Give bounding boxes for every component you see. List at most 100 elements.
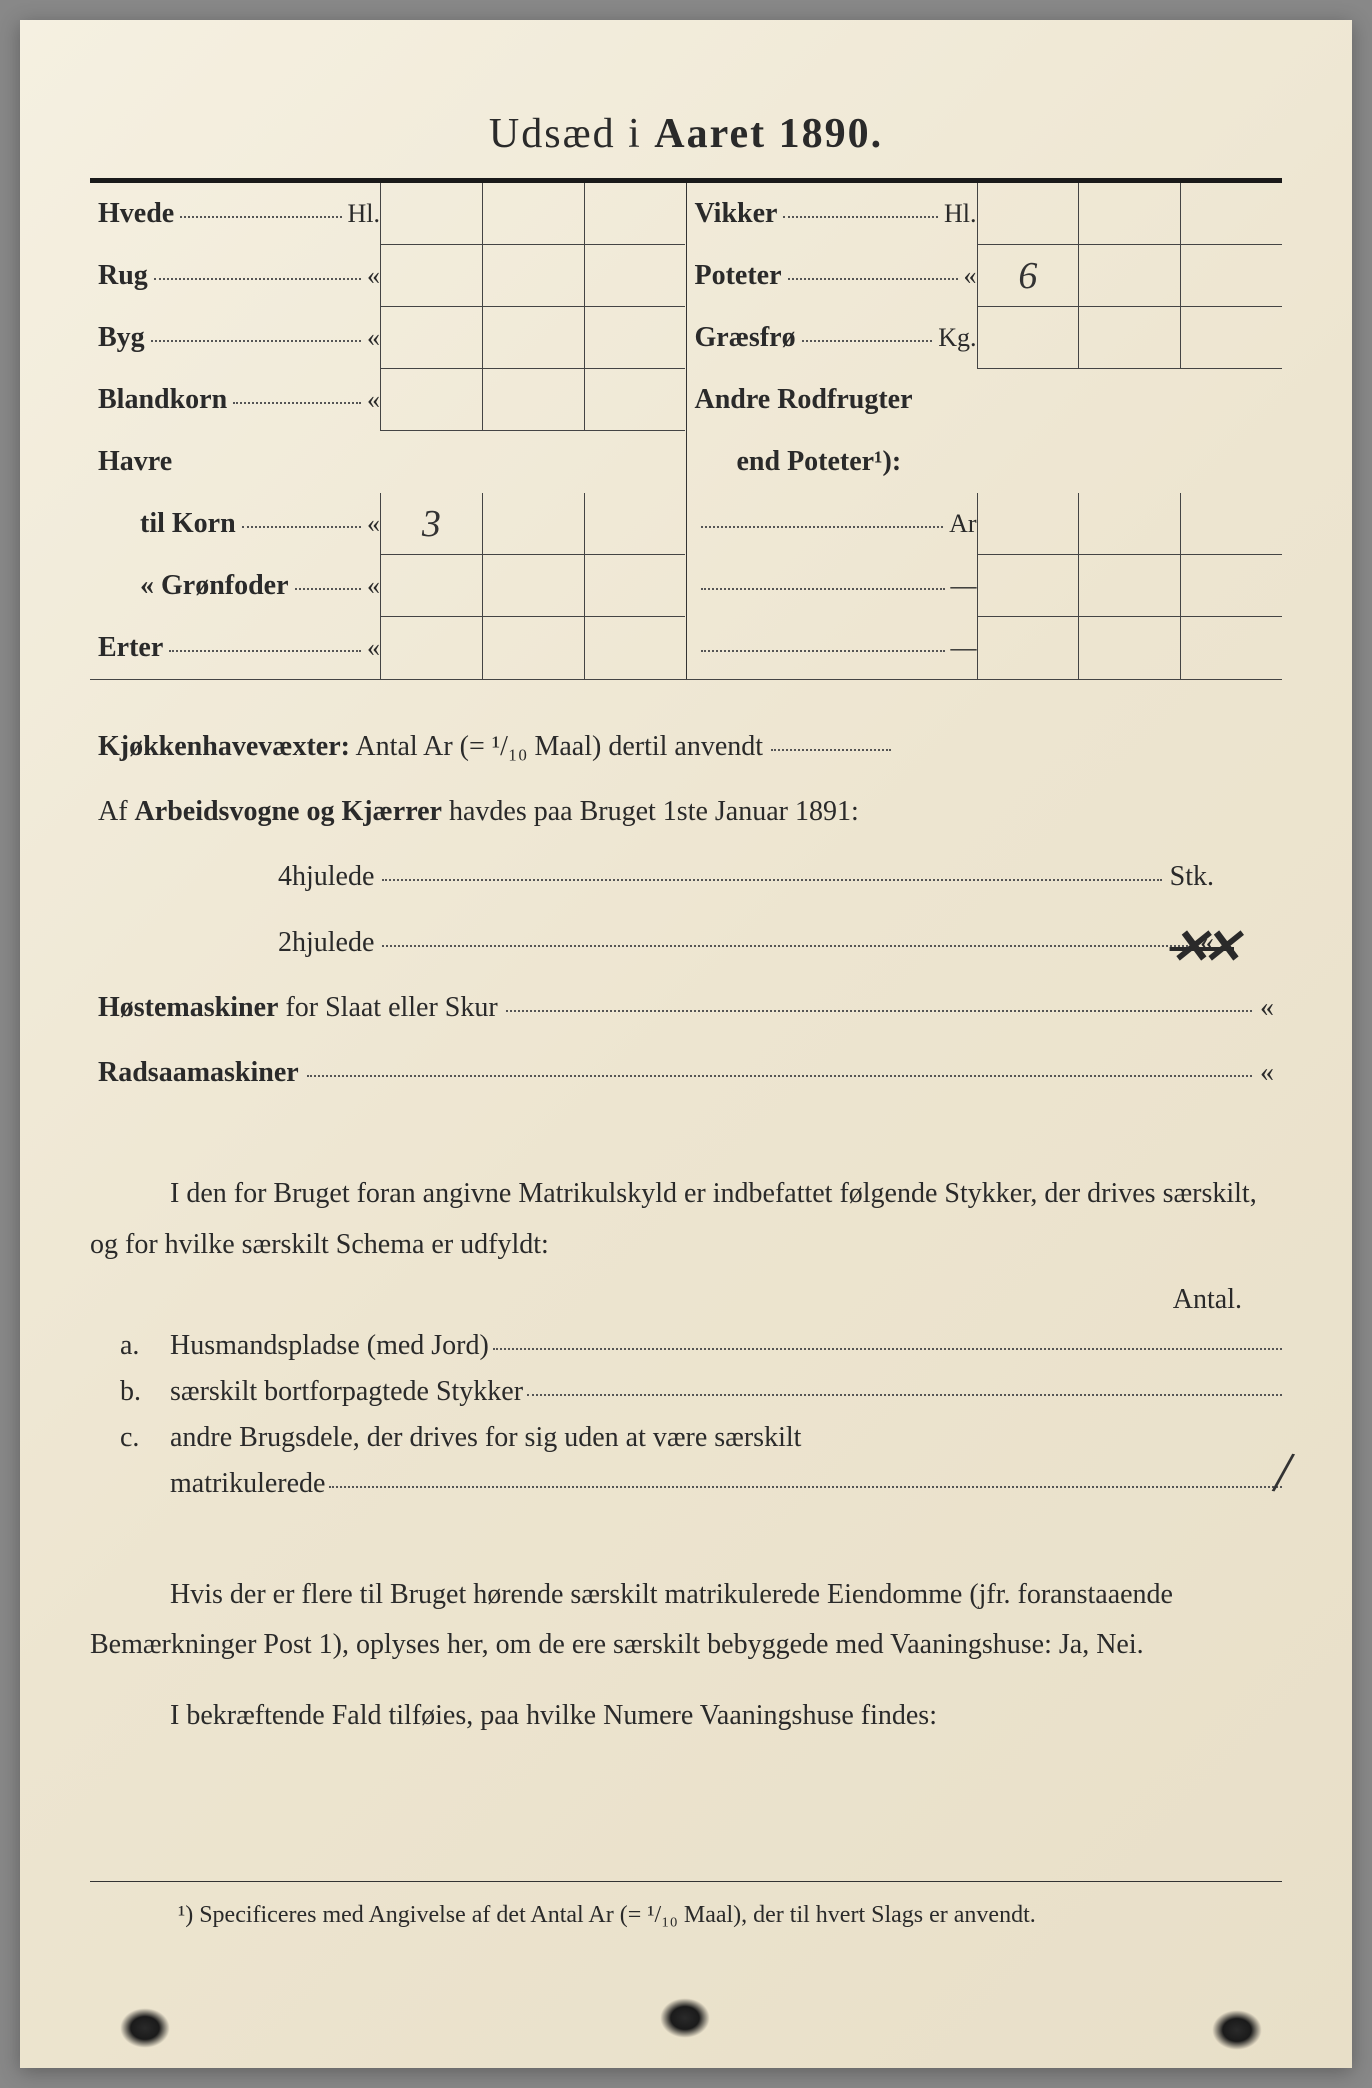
rad-line: Radsaamaskiner « xyxy=(98,1046,1274,1099)
table-row: til Korn«3 xyxy=(90,493,686,555)
row-label: Byg« xyxy=(90,322,380,354)
punch-hole xyxy=(1212,2010,1262,2050)
table-row: GræsfrøKg. xyxy=(687,307,1283,369)
row-cells xyxy=(977,307,1283,369)
table-row: Havre xyxy=(90,431,686,493)
row-label: Blandkorn« xyxy=(90,384,380,416)
row-cells xyxy=(380,431,686,493)
table-cell xyxy=(1181,617,1282,679)
table-row: HvedeHl. xyxy=(90,183,686,245)
kjokken-line: Kjøkkenhavevæxter: Antal Ar (= ¹/₁₀ Maal… xyxy=(98,720,1274,773)
table-row: Poteter«6 xyxy=(687,245,1283,307)
row-label: Havre xyxy=(90,446,380,478)
row-cells xyxy=(977,369,1283,431)
row-cells xyxy=(380,183,686,245)
table-cell xyxy=(483,555,585,617)
seed-table: HvedeHl. Rug« Byg« Blandkorn« Havre til Korn«… xyxy=(90,183,1282,680)
row-label: VikkerHl. xyxy=(687,198,977,230)
table-cell xyxy=(381,183,483,245)
table-cell xyxy=(978,493,1080,555)
row-label: — xyxy=(687,571,977,601)
table-row: Rug« xyxy=(90,245,686,307)
row-cells xyxy=(977,493,1283,555)
section-matrikulskyld: I den for Bruget foran angivne Matrikuls… xyxy=(90,1169,1282,1500)
antal-header: Antal. xyxy=(90,1284,1282,1316)
row-label: end Poteter¹): xyxy=(687,446,977,478)
row-label: Erter« xyxy=(90,632,380,664)
table-cell xyxy=(483,493,585,555)
table-cell xyxy=(585,369,686,431)
table-row: — xyxy=(687,555,1283,617)
table-cell xyxy=(585,617,686,679)
table-row: « Grønfoder« xyxy=(90,555,686,617)
table-cell xyxy=(381,617,483,679)
row-cells xyxy=(380,555,686,617)
table-row: VikkerHl. xyxy=(687,183,1283,245)
list-item-c-cont: matrikulerede / xyxy=(90,1468,1282,1500)
row-label: Rug« xyxy=(90,260,380,292)
table-cell xyxy=(1079,307,1181,369)
table-left-column: HvedeHl. Rug« Byg« Blandkorn« Havre til Korn«… xyxy=(90,183,687,679)
table-cell xyxy=(978,307,1080,369)
table-cell xyxy=(1181,493,1282,555)
table-cell xyxy=(381,307,483,369)
row-label: Andre Rodfrugter xyxy=(687,384,977,416)
page-title: Udsæd i Aaret 1890. xyxy=(90,110,1282,158)
row-label: Ar xyxy=(687,509,977,539)
table-cell xyxy=(381,369,483,431)
section3-p1: Hvis der er flere til Bruget hørende sær… xyxy=(90,1570,1282,1671)
table-cell xyxy=(585,183,686,245)
table-cell xyxy=(585,555,686,617)
punch-hole xyxy=(120,2008,170,2048)
row-label: til Korn« xyxy=(90,508,380,540)
table-cell: 3 xyxy=(381,493,483,555)
table-right-column: VikkerHl. Poteter«6GræsfrøKg. Andre Rodfru… xyxy=(687,183,1283,679)
row-cells xyxy=(977,555,1283,617)
table-cell xyxy=(978,555,1080,617)
document-page: Udsæd i Aaret 1890. HvedeHl. Rug« Byg« Blan… xyxy=(20,20,1352,2068)
list-item-b: b. særskilt bortforpagtede Stykker xyxy=(90,1376,1282,1408)
row-label: Poteter« xyxy=(687,260,977,292)
row-label: HvedeHl. xyxy=(90,198,380,230)
table-cell xyxy=(483,245,585,307)
row-cells: 6 xyxy=(977,245,1283,307)
host-line: Høstemaskiner for Slaat eller Skur « xyxy=(98,981,1274,1034)
table-cell xyxy=(585,493,686,555)
table-cell xyxy=(978,617,1080,679)
section2-intro: I den for Bruget foran angivne Matrikuls… xyxy=(90,1169,1282,1270)
table-cell xyxy=(1181,183,1282,245)
table-cell xyxy=(1079,617,1181,679)
row-label: « Grønfoder« xyxy=(90,570,380,602)
row-cells xyxy=(380,307,686,369)
table-row: — xyxy=(687,617,1283,679)
table-cell xyxy=(585,307,686,369)
table-row: Erter« xyxy=(90,617,686,679)
row-cells xyxy=(380,617,686,679)
row-cells xyxy=(977,183,1283,245)
table-row: Blandkorn« xyxy=(90,369,686,431)
table-cell xyxy=(381,245,483,307)
twowheel-line: 2hjulede « ✕✕ xyxy=(278,916,1214,969)
table-cell xyxy=(381,555,483,617)
table-cell xyxy=(1079,493,1181,555)
title-prefix: Udsæd i xyxy=(489,111,654,157)
punch-hole xyxy=(660,1998,710,2038)
footnote: ¹) Specificeres med Angivelse af det Ant… xyxy=(90,1896,1282,1934)
title-word: Aaret xyxy=(654,111,766,157)
arbeid-line: Af Arbeidsvogne og Kjærrer havdes paa Br… xyxy=(98,785,1274,838)
table-cell xyxy=(1079,245,1181,307)
table-cell xyxy=(1181,245,1282,307)
row-cells xyxy=(977,431,1283,493)
table-cell xyxy=(978,183,1080,245)
list-item-a: a. Husmandspladse (med Jord) xyxy=(90,1330,1282,1362)
table-cell xyxy=(1181,555,1282,617)
fourwheel-line: 4hjulede Stk. xyxy=(278,850,1214,903)
table-cell xyxy=(1079,555,1181,617)
table-cell: 6 xyxy=(978,245,1080,307)
table-cell xyxy=(483,307,585,369)
table-cell xyxy=(1181,307,1282,369)
table-row: end Poteter¹): xyxy=(687,431,1283,493)
table-cell xyxy=(585,245,686,307)
twowheel-tally-mark: ✕✕ xyxy=(1170,902,1234,993)
table-cell xyxy=(483,183,585,245)
